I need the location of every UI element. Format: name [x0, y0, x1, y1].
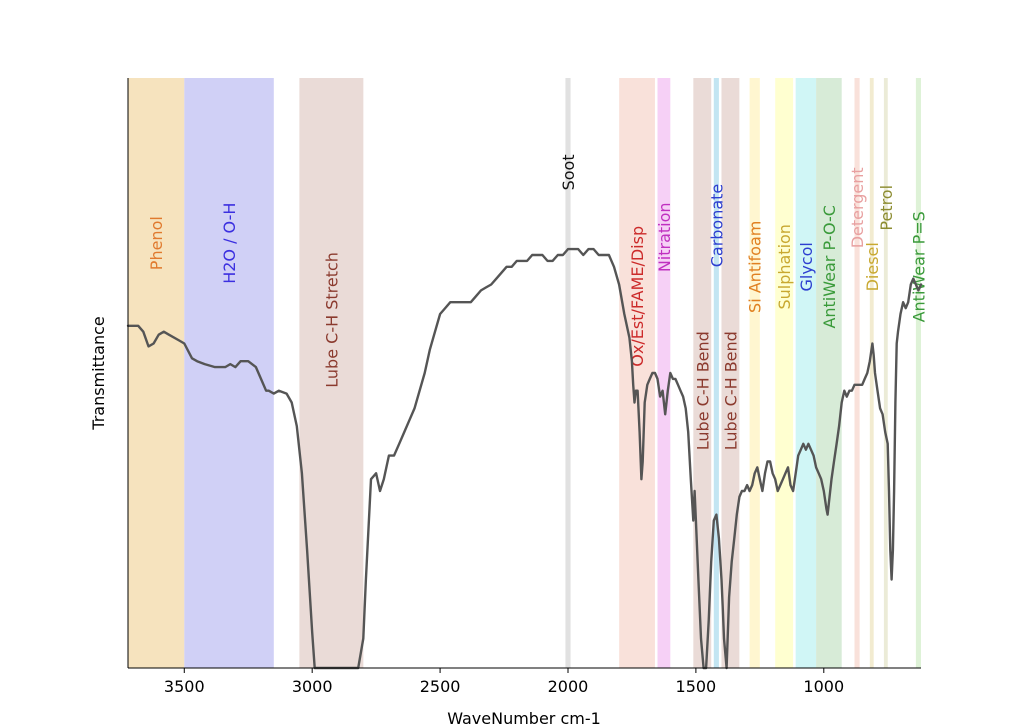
- series-line-spectrum: [126, 247, 923, 670]
- band-label-lube-c-h-bend: Lube C-H Bend: [721, 331, 740, 450]
- band-nitration-5: [657, 78, 671, 668]
- band-detergent-13: [854, 78, 860, 668]
- band-label-antiwear-p-s: AntiWear P=S: [909, 211, 928, 322]
- band-label-soot: Soot: [559, 154, 578, 190]
- x-tick-label-1000: 1000: [803, 677, 844, 696]
- x-tick-label-2000: 2000: [548, 677, 589, 696]
- band-label-antiwear-p-o-c: AntiWear P-O-C: [820, 205, 839, 329]
- band-antiwear-p-s-16: [915, 78, 921, 668]
- band-petrol-15: [883, 78, 888, 668]
- band-diesel-14: [869, 78, 874, 668]
- band-label-phenol: Phenol: [147, 216, 166, 270]
- x-tick-label-3500: 3500: [164, 677, 205, 696]
- band-sulphation-10: [775, 78, 794, 668]
- axes: [127, 78, 921, 669]
- band-lube-c-h-bend-8: [721, 78, 740, 668]
- band-ox-est-fame-disp-4: [619, 78, 655, 668]
- band-label-h2o-o-h: H2O / O-H: [220, 203, 239, 284]
- band-layer: [128, 78, 921, 668]
- band-label-ox-est-fame-disp: Ox/Est/FAME/Disp: [628, 226, 647, 367]
- band-glycol-11: [795, 78, 817, 668]
- band-label-glycol: Glycol: [797, 242, 816, 291]
- band-phenol-0: [128, 78, 185, 668]
- band-si-antifoam-9: [749, 78, 760, 668]
- band-label-sulphation: Sulphation: [775, 224, 794, 310]
- band-label-lube-c-h-bend: Lube C-H Bend: [693, 331, 712, 450]
- band-lube-c-h-bend-6: [693, 78, 712, 668]
- band-label-layer: Phenol H2O / O-H Lube C-H Stretch Soot Ox/Es…: [147, 154, 928, 450]
- x-tick-label-3000: 3000: [292, 677, 333, 696]
- x-axis-label: WaveNumber cm-1: [447, 709, 601, 728]
- band-label-diesel: Diesel: [863, 242, 882, 291]
- band-carbonate-7: [713, 78, 719, 668]
- band-label-lube-c-h-stretch: Lube C-H Stretch: [322, 252, 341, 388]
- y-axis-label: Transmittance: [89, 316, 108, 430]
- band-h2o-o-h-1: [184, 78, 274, 668]
- band-label-nitration: Nitration: [655, 202, 674, 272]
- x-tick-layer: 3500 3000 2500 2000 1500 1000: [164, 668, 844, 696]
- band-label-petrol: Petrol: [877, 185, 896, 231]
- band-label-detergent: Detergent: [848, 167, 867, 248]
- band-soot-3: [565, 78, 571, 668]
- band-label-carbonate: Carbonate: [707, 184, 726, 268]
- band-antiwear-p-o-c-12: [816, 78, 842, 668]
- x-tick-label-2500: 2500: [420, 677, 461, 696]
- band-lube-c-h-stretch-2: [299, 78, 364, 668]
- x-tick-label-1500: 1500: [676, 677, 717, 696]
- series-layer: [126, 247, 923, 670]
- band-label-si-antifoam: Si Antifoam: [746, 221, 765, 313]
